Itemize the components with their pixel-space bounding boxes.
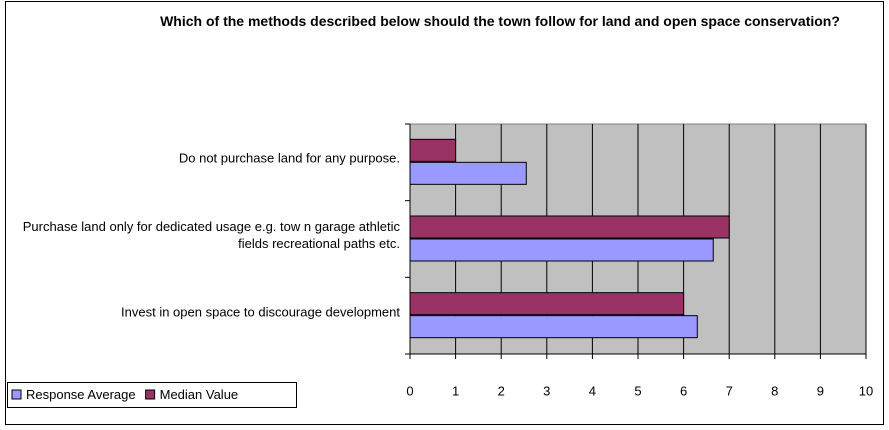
x-tick-label: 0 [406, 383, 413, 398]
legend-swatch [11, 389, 22, 400]
x-tick-label: 3 [543, 383, 550, 398]
bar [409, 238, 714, 262]
x-tick-label: 8 [771, 383, 778, 398]
y-tick-label: Purchase land only for dedicated usage e… [22, 219, 400, 251]
x-tick-label: 1 [452, 383, 459, 398]
x-tick-label: 5 [634, 383, 641, 398]
legend-swatch [145, 389, 156, 400]
legend-label: Median Value [160, 387, 239, 402]
bar [409, 315, 698, 339]
chart-border [5, 1, 884, 425]
bar [409, 215, 730, 239]
x-tick-label: 4 [589, 383, 596, 398]
bar [409, 292, 685, 316]
chart-title: Which of the methods described below sho… [160, 13, 840, 29]
bar [409, 161, 527, 185]
x-tick-label: 6 [680, 383, 687, 398]
y-tick-label: Do not purchase land for any purpose. [178, 150, 400, 166]
x-tick-label: 2 [498, 383, 505, 398]
x-tick-label: 7 [726, 383, 733, 398]
x-tick-label: 9 [817, 383, 824, 398]
y-tick-label: Invest in open space to discourage devel… [121, 304, 400, 320]
legend-label: Response Average [26, 387, 136, 402]
x-tick-label: 10 [859, 383, 873, 398]
bar [409, 138, 457, 162]
